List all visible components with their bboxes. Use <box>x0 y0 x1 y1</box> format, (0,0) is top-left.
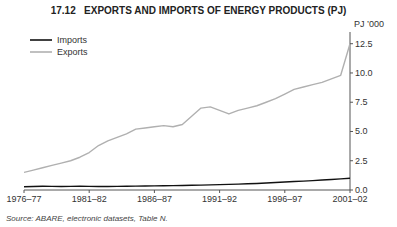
y-tick-label: 12.5 <box>355 39 373 49</box>
x-tick-label: 1986–87 <box>137 194 172 204</box>
x-tick-label: 1996–97 <box>267 194 302 204</box>
y-tick <box>350 43 353 44</box>
y-tick-label: 10.0 <box>355 68 373 78</box>
y-tick-label: 2.5 <box>355 156 368 166</box>
y-tick <box>350 72 353 73</box>
y-tick-label: 0.0 <box>355 185 368 195</box>
x-tick <box>154 190 155 193</box>
plot-area <box>24 44 350 187</box>
y-tick-label: 7.5 <box>355 97 368 107</box>
legend-swatch <box>30 39 52 41</box>
x-tick <box>219 190 220 193</box>
x-tick <box>89 190 90 193</box>
x-tick-label: 1976–77 <box>6 194 41 204</box>
title: 17.12 EXPORTS AND IMPORTS OF ENERGY PROD… <box>51 5 347 16</box>
line <box>24 178 350 186</box>
legend: Imports Exports <box>30 35 88 57</box>
legend-label: Exports <box>57 47 88 57</box>
y-tick <box>350 160 353 161</box>
x-tick <box>24 190 25 193</box>
y-tick <box>350 131 353 132</box>
y-axis-label: PJ ’000 <box>354 19 384 29</box>
chart: 17.12 EXPORTS AND IMPORTS OF ENERGY PROD… <box>0 0 397 227</box>
x-tick <box>284 190 285 193</box>
x-tick-label: 1991–92 <box>202 194 237 204</box>
source: Source: ABARE, electronic datasets, Tabl… <box>6 214 168 223</box>
x-axis <box>24 190 350 191</box>
y-tick-label: 5.0 <box>355 126 368 136</box>
y-axis <box>350 32 351 190</box>
legend-swatch <box>30 51 52 53</box>
x-tick-label: 1981–82 <box>72 194 107 204</box>
legend-label: Imports <box>57 35 88 45</box>
x-tick-label: 2001–02 <box>332 194 367 204</box>
line <box>24 44 350 173</box>
y-tick <box>350 102 353 103</box>
y-tick <box>350 190 353 191</box>
